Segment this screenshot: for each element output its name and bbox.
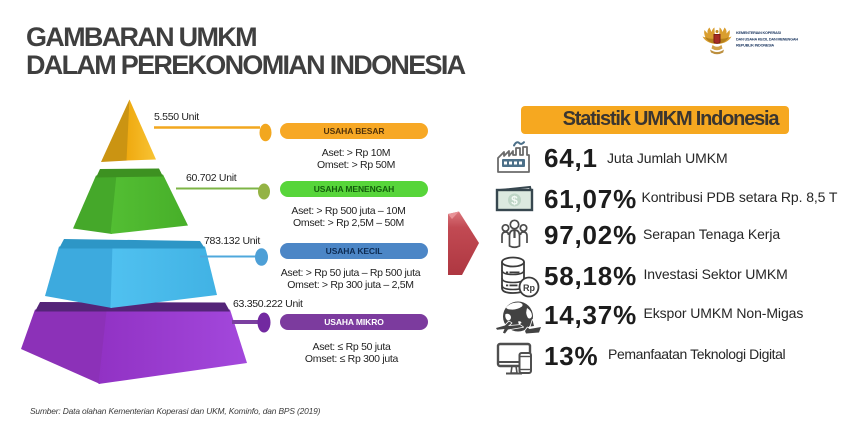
svg-text:Rp: Rp xyxy=(523,283,535,293)
svg-text:$: $ xyxy=(511,194,518,208)
